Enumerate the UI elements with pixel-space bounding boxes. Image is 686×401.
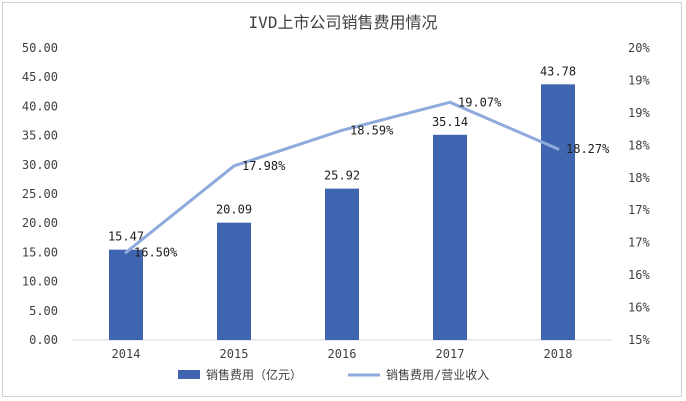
left-axis-tick-label: 10.00 xyxy=(22,275,58,289)
left-axis-tick-label: 30.00 xyxy=(22,158,58,172)
left-axis-tick-label: 5.00 xyxy=(29,304,58,318)
right-axis-tick-label: 20% xyxy=(628,41,650,55)
line-data-label: 19.07% xyxy=(458,95,502,109)
line-data-label: 18.59% xyxy=(350,123,394,137)
x-axis-tick-label: 2018 xyxy=(544,347,573,361)
bar xyxy=(433,134,467,340)
bar xyxy=(217,222,251,340)
left-axis-tick-label: 25.00 xyxy=(22,187,58,201)
legend: 销售费用（亿元） 销售费用/营业收入 xyxy=(178,367,489,382)
right-axis-tick-label: 17% xyxy=(628,236,650,250)
bar-data-label: 25.92 xyxy=(324,169,360,183)
right-axis-tick-label: 19% xyxy=(628,106,650,120)
legend-swatch-bar xyxy=(178,370,200,379)
right-axis-tick-label: 17% xyxy=(628,203,650,217)
x-axis-tick-label: 2017 xyxy=(436,347,465,361)
left-axis-tick-label: 50.00 xyxy=(22,41,58,55)
right-axis-tick-label: 16% xyxy=(628,268,650,282)
right-axis: 15% 16% 16% 17% 17% 18% 18% 19% 19% 20% xyxy=(628,41,650,347)
right-axis-tick-label: 19% xyxy=(628,73,650,87)
legend-label: 销售费用（亿元） xyxy=(206,367,302,382)
line-point xyxy=(556,147,560,151)
left-axis-tick-label: 40.00 xyxy=(22,99,58,113)
bar-data-label: 20.09 xyxy=(216,203,252,217)
line-data-label: 17.98% xyxy=(242,159,286,173)
bar-data-label: 43.78 xyxy=(540,64,576,78)
line-point xyxy=(340,128,344,132)
right-axis-tick-label: 15% xyxy=(628,333,650,347)
left-axis-tick-label: 35.00 xyxy=(22,129,58,143)
bar xyxy=(541,84,575,340)
chart-title: IVD上市公司销售费用情况 xyxy=(249,13,438,32)
line-series: 16.50% 17.98% 18.59% 19.07% 18.27% xyxy=(124,95,610,259)
bar-data-label: 15.47 xyxy=(108,230,144,244)
bar xyxy=(109,249,143,340)
left-axis-tick-label: 45.00 xyxy=(22,70,58,84)
left-axis-tick-label: 15.00 xyxy=(22,245,58,259)
left-axis-tick-label: 20.00 xyxy=(22,216,58,230)
right-axis-tick-label: 18% xyxy=(628,171,650,185)
bar-data-label: 35.14 xyxy=(432,115,468,129)
x-axis: 2014 2015 2016 2017 2018 xyxy=(72,339,612,361)
right-axis-tick-label: 16% xyxy=(628,301,650,315)
line-point xyxy=(448,100,452,104)
left-axis-tick-label: 0.00 xyxy=(29,333,58,347)
line-data-label: 16.50% xyxy=(134,245,178,259)
line-point xyxy=(232,164,236,168)
right-axis-tick-label: 18% xyxy=(628,138,650,152)
bar xyxy=(325,188,359,340)
legend-label: 销售费用/营业收入 xyxy=(386,367,489,382)
x-axis-tick-label: 2016 xyxy=(328,347,357,361)
line-point xyxy=(124,250,128,254)
x-axis-tick-label: 2015 xyxy=(220,347,249,361)
bar-series: 15.47 20.09 25.92 35.14 43.78 xyxy=(108,64,576,340)
line-data-label: 18.27% xyxy=(566,142,610,156)
left-axis: 0.00 5.00 10.00 15.00 20.00 25.00 30.00 35.00 40… xyxy=(22,41,58,347)
x-axis-tick-label: 2014 xyxy=(112,347,141,361)
